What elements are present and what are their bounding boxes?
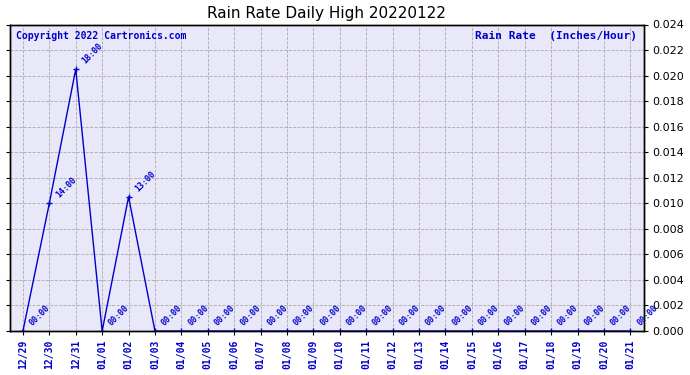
Text: 00:00: 00:00 bbox=[529, 303, 553, 327]
Text: 00:00: 00:00 bbox=[186, 303, 210, 327]
Text: 00:00: 00:00 bbox=[397, 303, 422, 327]
Text: 00:00: 00:00 bbox=[371, 303, 395, 327]
Text: 18:00: 18:00 bbox=[81, 41, 105, 65]
Text: 14:00: 14:00 bbox=[54, 176, 78, 200]
Text: 00:00: 00:00 bbox=[107, 303, 131, 327]
Text: 00:00: 00:00 bbox=[318, 303, 342, 327]
Text: 00:00: 00:00 bbox=[344, 303, 368, 327]
Text: 00:00: 00:00 bbox=[451, 303, 474, 327]
Text: 00:00: 00:00 bbox=[266, 303, 289, 327]
Text: 00:00: 00:00 bbox=[503, 303, 527, 327]
Text: 00:00: 00:00 bbox=[609, 303, 633, 327]
Text: 00:00: 00:00 bbox=[582, 303, 607, 327]
Text: 00:00: 00:00 bbox=[28, 303, 52, 327]
Text: 13:00: 13:00 bbox=[133, 169, 157, 193]
Text: Copyright 2022 Cartronics.com: Copyright 2022 Cartronics.com bbox=[16, 31, 186, 40]
Text: Rain Rate  (Inches/Hour): Rain Rate (Inches/Hour) bbox=[475, 31, 637, 40]
Text: 00:00: 00:00 bbox=[239, 303, 263, 327]
Title: Rain Rate Daily High 20220122: Rain Rate Daily High 20220122 bbox=[207, 6, 446, 21]
Text: 00:00: 00:00 bbox=[635, 303, 659, 327]
Text: 00:00: 00:00 bbox=[556, 303, 580, 327]
Text: 00:00: 00:00 bbox=[424, 303, 448, 327]
Text: 00:00: 00:00 bbox=[477, 303, 501, 327]
Text: 00:00: 00:00 bbox=[292, 303, 316, 327]
Text: 00:00: 00:00 bbox=[159, 303, 184, 327]
Text: 00:00: 00:00 bbox=[213, 303, 237, 327]
